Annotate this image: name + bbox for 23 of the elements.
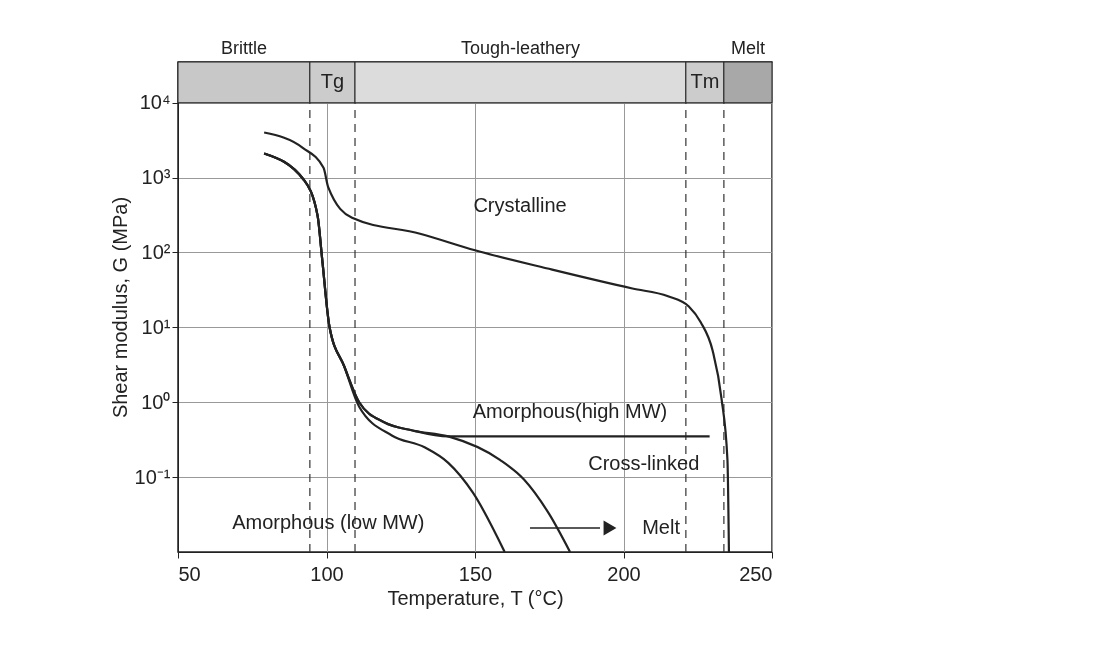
y-tick-label: 10⁻¹ — [134, 465, 171, 488]
band-label: Brittle — [220, 38, 267, 58]
annotation: Crystalline — [473, 193, 567, 216]
band-label: Tough-leathery — [460, 38, 580, 58]
annotation: Melt — [642, 516, 681, 538]
y-tick-label: 10¹ — [141, 315, 171, 338]
band-label: Tm — [690, 70, 720, 92]
annotation: Amorphous (low MW) — [232, 510, 425, 533]
x-tick-label: 200 — [607, 562, 641, 585]
x-tick-label: 50 — [178, 562, 201, 585]
y-tick-label: 10² — [141, 240, 171, 263]
y-tick-label: 10⁴ — [139, 91, 171, 114]
band-label: Tg — [320, 70, 345, 92]
y-tick-label: 10⁰ — [141, 390, 171, 413]
band-label: Melt — [730, 38, 765, 58]
x-axis-title: Temperature, T (°C) — [387, 586, 564, 609]
x-tick-label: 250 — [739, 562, 773, 585]
y-tick-label: 10³ — [141, 166, 171, 189]
annotation: Amorphous(high MW) — [472, 399, 668, 422]
x-tick-label: 100 — [310, 562, 344, 585]
x-tick-label: 150 — [458, 562, 493, 585]
annotation: Cross-linked — [588, 452, 700, 475]
y-axis-title: Shear modulus, G (MPa) — [108, 196, 131, 419]
